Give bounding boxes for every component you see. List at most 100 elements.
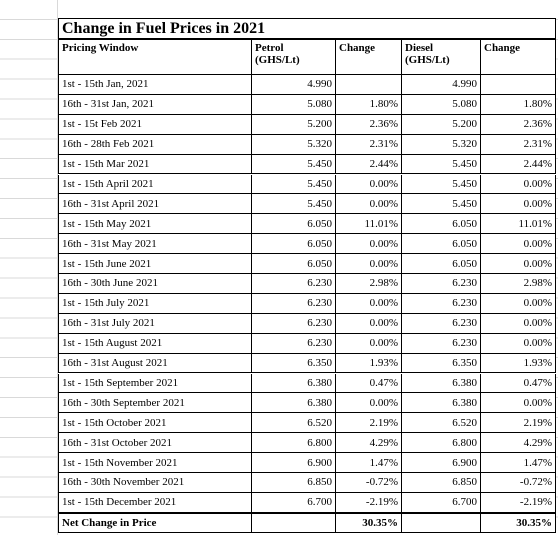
value-cell: 6.520 [252,413,336,434]
value-cell: 6.050 [252,214,336,235]
value-cell [481,75,556,95]
label-cell: 16th - 30th June 2021 [58,274,252,294]
value-cell: 0.00% [481,313,556,334]
value-cell: 5.450 [402,174,481,195]
header-text: Change [339,42,376,54]
value-cell: 4.29% [481,433,556,454]
value-cell: 2.98% [336,274,402,294]
value-cell: 6.800 [252,433,336,454]
label-cell: 1st - 15th September 2021 [58,373,252,394]
value-cell: 6.230 [252,293,336,314]
value-cell: 6.350 [402,353,481,374]
value-cell: 0.00% [336,393,402,414]
label-cell: 1st - 15th October 2021 [58,413,252,434]
label-cell: 1st - 15th Mar 2021 [58,154,252,175]
label-cell: 1st - 15th July 2021 [58,293,252,314]
value-cell: 6.700 [252,492,336,513]
value-cell: 2.44% [481,154,556,175]
value-cell: 0.00% [481,393,556,414]
header-cell: Diesel (GHS/Lt) [402,40,481,75]
value-cell: 6.900 [402,453,481,473]
value-cell: 4.29% [336,433,402,454]
value-cell: 6.230 [252,313,336,334]
value-cell: 6.700 [402,492,481,513]
label-cell: 1st - 15th Jan, 2021 [58,75,252,95]
value-cell: 0.00% [481,293,556,314]
value-cell: 0.47% [336,373,402,394]
label-cell: 1st - 15th November 2021 [58,453,252,473]
label-cell: 16th - 30th September 2021 [58,393,252,414]
value-cell: 2.36% [336,114,402,135]
value-cell: 6.850 [252,473,336,493]
value-cell: 0.00% [481,194,556,215]
value-cell: 6.050 [252,234,336,255]
header-cell: Change [336,40,402,75]
value-cell: 0.00% [481,174,556,195]
value-cell: 2.31% [481,134,556,155]
value-cell: 6.230 [252,274,336,294]
value-cell: -0.72% [481,473,556,493]
value-cell: 5.080 [402,94,481,115]
header-cell: Petrol (GHS/Lt) [252,40,336,75]
label-cell: 1st - 15th May 2021 [58,214,252,235]
value-cell: -0.72% [336,473,402,493]
header-text: (GHS/Lt) [405,54,450,66]
label-cell: 16th - 31st July 2021 [58,313,252,334]
value-cell: 6.380 [252,373,336,394]
value-cell: 1.47% [481,453,556,473]
value-cell: 6.230 [402,333,481,354]
value-cell: 6.380 [402,373,481,394]
label-cell: 16th - 31st August 2021 [58,353,252,374]
value-cell: 5.200 [252,114,336,135]
value-cell: 6.900 [252,453,336,473]
value-cell: 2.31% [336,134,402,155]
value-cell: 6.800 [402,433,481,454]
value-cell: 0.00% [336,293,402,314]
footer-cell: 30.35% [481,512,556,533]
value-cell: 6.050 [402,234,481,255]
value-cell: 4.990 [402,75,481,95]
header-text: Diesel [405,42,434,54]
value-cell: 6.230 [402,313,481,334]
value-cell: 4.990 [252,75,336,95]
value-cell: 6.520 [402,413,481,434]
label-cell: 16th - 31st April 2021 [58,194,252,215]
footer-cell: Net Change in Price [58,512,252,533]
value-cell: 6.050 [402,254,481,274]
label-cell: 1st - 15th December 2021 [58,492,252,513]
label-cell: 16th - 31st October 2021 [58,433,252,454]
value-cell: 5.200 [402,114,481,135]
value-cell: 0.00% [481,254,556,274]
header-text: Change [484,42,521,54]
value-cell: 1.93% [336,353,402,374]
label-cell: 16th - 31st Jan, 2021 [58,94,252,115]
value-cell: 2.19% [481,413,556,434]
value-cell: 0.00% [481,333,556,354]
table-title: Change in Fuel Prices in 2021 [58,18,556,40]
value-cell: -2.19% [481,492,556,513]
footer-cell: 30.35% [336,512,402,533]
value-cell: 0.00% [336,194,402,215]
value-cell [336,75,402,95]
value-cell: 0.00% [336,313,402,334]
label-cell: 16th - 31st May 2021 [58,234,252,255]
header-text: Petrol [255,42,284,54]
value-cell: 0.00% [336,254,402,274]
value-cell: 0.47% [481,373,556,394]
value-cell: 5.450 [252,174,336,195]
value-cell: 1.93% [481,353,556,374]
value-cell: 6.230 [402,274,481,294]
value-cell: 2.19% [336,413,402,434]
label-cell: 1st - 15th August 2021 [58,333,252,354]
label-cell: 16th - 28th Feb 2021 [58,134,252,155]
value-cell: 0.00% [336,234,402,255]
value-cell: -2.19% [336,492,402,513]
footer-cell [252,512,336,533]
header-cell: Pricing Window [58,40,252,75]
value-cell: 5.450 [252,194,336,215]
header-text: (GHS/Lt) [255,54,300,66]
value-cell: 5.320 [402,134,481,155]
value-cell: 2.98% [481,274,556,294]
value-cell: 1.80% [336,94,402,115]
label-cell: 16th - 30th November 2021 [58,473,252,493]
